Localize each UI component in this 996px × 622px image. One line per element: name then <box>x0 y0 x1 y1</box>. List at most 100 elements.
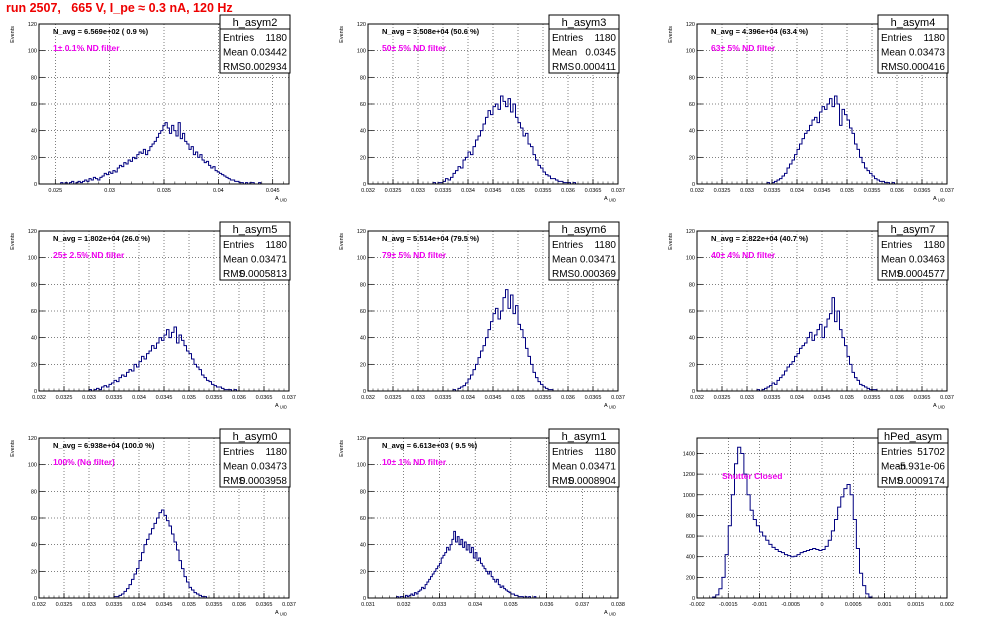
y-tick-label: 100 <box>28 49 37 55</box>
y-tick-label: 120 <box>357 229 366 235</box>
y-tick-label: 40 <box>31 336 37 342</box>
n-avg-note: N_avg = 1.802e+04 (26.0 %) <box>53 234 151 243</box>
histogram-line <box>113 509 207 598</box>
y-tick-label: 40 <box>31 543 37 549</box>
stat-value-rms: 0.000411 <box>575 62 616 73</box>
histogram-name: h_asym0 <box>233 431 278 443</box>
stats-box-frame <box>219 14 291 74</box>
x-tick-label: 0.034 <box>132 602 146 608</box>
x-tick-label: 0 <box>820 602 823 608</box>
y-tick-label: 0 <box>34 596 37 602</box>
x-tick-label: 0.0365 <box>585 188 602 194</box>
y-tick-label: 40 <box>360 543 366 549</box>
x-tick-label: 0.034 <box>468 602 482 608</box>
y-tick-label: 120 <box>28 436 37 442</box>
y-tick-label: 20 <box>689 362 695 368</box>
x-tick-label: 0.032 <box>690 395 704 401</box>
x-tick-label: 0.032 <box>361 188 375 194</box>
stat-value-entries: 1180 <box>594 447 616 458</box>
stats-box: hPed_asym Entries 51702 Mean-5.931e-06 RMS0.… <box>877 428 949 488</box>
y-tick-label: 100 <box>357 463 366 469</box>
filter-note: 1± 0.1% ND filter <box>53 43 120 53</box>
x-tick-label: 0.033 <box>740 395 754 401</box>
stat-label-rms: RMS <box>223 476 246 487</box>
pad-h_asym0: 0.032 0.0325 0.033 0.0335 0.034 0.0345 0.035 0.… <box>10 428 296 617</box>
y-tick-label: 1400 <box>683 451 695 457</box>
stats-box-frame <box>548 221 620 281</box>
stat-value-entries: 1180 <box>265 33 287 44</box>
y-tick-label: 80 <box>31 489 37 495</box>
x-tick-label: 0.037 <box>575 602 589 608</box>
y-tick-label: 400 <box>686 555 695 561</box>
histogram-name: h_asym6 <box>562 224 607 236</box>
x-axis-title: A UID <box>933 196 945 203</box>
x-tick-label: 0.0345 <box>156 602 173 608</box>
y-tick-label: 100 <box>28 256 37 262</box>
x-tick-label: 0.0325 <box>56 602 73 608</box>
stats-box-frame <box>877 428 949 488</box>
x-tick-label: 0.03 <box>104 188 115 194</box>
stat-label-mean: Mean <box>223 48 248 59</box>
x-axis-title: A UID <box>275 610 287 617</box>
x-tick-label: 0.032 <box>690 188 704 194</box>
y-tick-label: 40 <box>360 336 366 342</box>
y-tick-label: 40 <box>360 129 366 135</box>
n-avg-note: N_avg = 6.569e+02 ( 0.9 %) <box>53 27 149 36</box>
x-tick-label: -0.002 <box>689 602 705 608</box>
y-tick-label: 120 <box>357 22 366 28</box>
y-tick-label: 80 <box>31 75 37 81</box>
x-tick-label: 0.035 <box>840 395 854 401</box>
y-tick-label: 20 <box>689 155 695 161</box>
x-tick-label: 0.035 <box>182 395 196 401</box>
x-tick-label: 0.0355 <box>535 395 552 401</box>
histogram-line <box>756 297 878 392</box>
x-tick-label: 0.04 <box>213 188 224 194</box>
x-tick-label: 0.037 <box>940 188 954 194</box>
histogram-name: h_asym1 <box>562 431 607 443</box>
filter-note: 63± 5% ND filter <box>711 43 776 53</box>
stat-value-mean: 0.0345 <box>585 48 616 59</box>
x-tick-label: 0.0355 <box>864 395 881 401</box>
stats-box-frame <box>877 14 949 74</box>
x-tick-label: 0.002 <box>940 602 954 608</box>
stat-label-rms: RMS <box>552 62 575 73</box>
x-tick-label: 0.0355 <box>864 188 881 194</box>
x-tick-label: 0.036 <box>232 602 246 608</box>
x-tick-label: 0.033 <box>411 188 425 194</box>
x-tick-label: 0.036 <box>890 188 904 194</box>
x-tick-label: 0.036 <box>232 395 246 401</box>
stat-label-entries: Entries <box>223 447 254 458</box>
stat-label-mean: Mean <box>223 462 248 473</box>
x-tick-label: 0.001 <box>878 602 892 608</box>
x-tick-label: -0.0005 <box>781 602 800 608</box>
stat-label-rms: RMS <box>881 62 904 73</box>
stat-value-rms: 0.002934 <box>245 62 287 73</box>
y-tick-label: 80 <box>360 282 366 288</box>
stat-label-rms: RMS <box>881 269 904 280</box>
histogram-line <box>396 530 537 599</box>
x-tick-label: 0.0355 <box>535 188 552 194</box>
y-axis-title: Events <box>339 26 345 43</box>
y-tick-label: 60 <box>360 516 366 522</box>
x-tick-label: 0.0365 <box>914 188 931 194</box>
filter-note: 100% (No filter) <box>53 457 115 467</box>
y-tick-label: 100 <box>686 256 695 262</box>
x-tick-label: 0.035 <box>840 188 854 194</box>
pad-h_asym7: 0.032 0.0325 0.033 0.0335 0.034 0.0345 0.035 0.… <box>668 221 954 410</box>
stat-label-mean: Mean <box>881 462 906 473</box>
y-tick-label: 20 <box>360 155 366 161</box>
stat-value-mean: -5.931e-06 <box>897 462 946 473</box>
stat-value-entries: 1180 <box>594 33 616 44</box>
histogram-name: h_asym2 <box>233 17 278 29</box>
stat-value-mean: 0.03473 <box>909 48 946 59</box>
y-tick-label: 0 <box>363 389 366 395</box>
x-tick-label: 0.033 <box>433 602 447 608</box>
histogram-name: hPed_asym <box>884 431 942 443</box>
stat-value-mean: 0.03471 <box>251 255 288 266</box>
y-tick-label: 120 <box>686 229 695 235</box>
stats-box-frame <box>219 221 291 281</box>
x-tick-label: 0.035 <box>511 395 525 401</box>
stat-value-entries: 1180 <box>594 240 616 251</box>
histogram-name: h_asym3 <box>562 17 607 29</box>
pad-h_asym4: 0.032 0.0325 0.033 0.0335 0.034 0.0345 0.035 0.… <box>668 14 954 203</box>
